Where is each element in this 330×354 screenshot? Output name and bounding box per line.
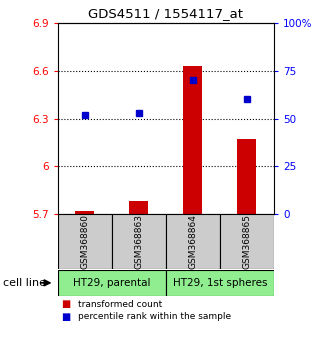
Text: GSM368865: GSM368865 xyxy=(242,214,251,269)
Bar xyxy=(183,66,202,214)
Text: cell line: cell line xyxy=(3,278,46,288)
Text: GSM368860: GSM368860 xyxy=(80,214,89,269)
Text: HT29, 1st spheres: HT29, 1st spheres xyxy=(173,278,267,288)
Bar xyxy=(58,214,112,269)
Bar xyxy=(166,214,220,269)
Text: ■: ■ xyxy=(61,299,70,309)
Bar xyxy=(220,214,274,269)
Bar xyxy=(166,270,274,296)
Bar xyxy=(129,201,148,214)
Text: GSM368864: GSM368864 xyxy=(188,214,197,269)
Text: percentile rank within the sample: percentile rank within the sample xyxy=(78,312,231,321)
Text: ■: ■ xyxy=(61,312,70,322)
Title: GDS4511 / 1554117_at: GDS4511 / 1554117_at xyxy=(88,7,243,21)
Text: transformed count: transformed count xyxy=(78,300,162,309)
Bar xyxy=(112,214,166,269)
Bar xyxy=(58,270,166,296)
Bar xyxy=(75,211,94,214)
Bar xyxy=(237,139,256,214)
Text: HT29, parental: HT29, parental xyxy=(73,278,150,288)
Text: GSM368863: GSM368863 xyxy=(134,214,143,269)
